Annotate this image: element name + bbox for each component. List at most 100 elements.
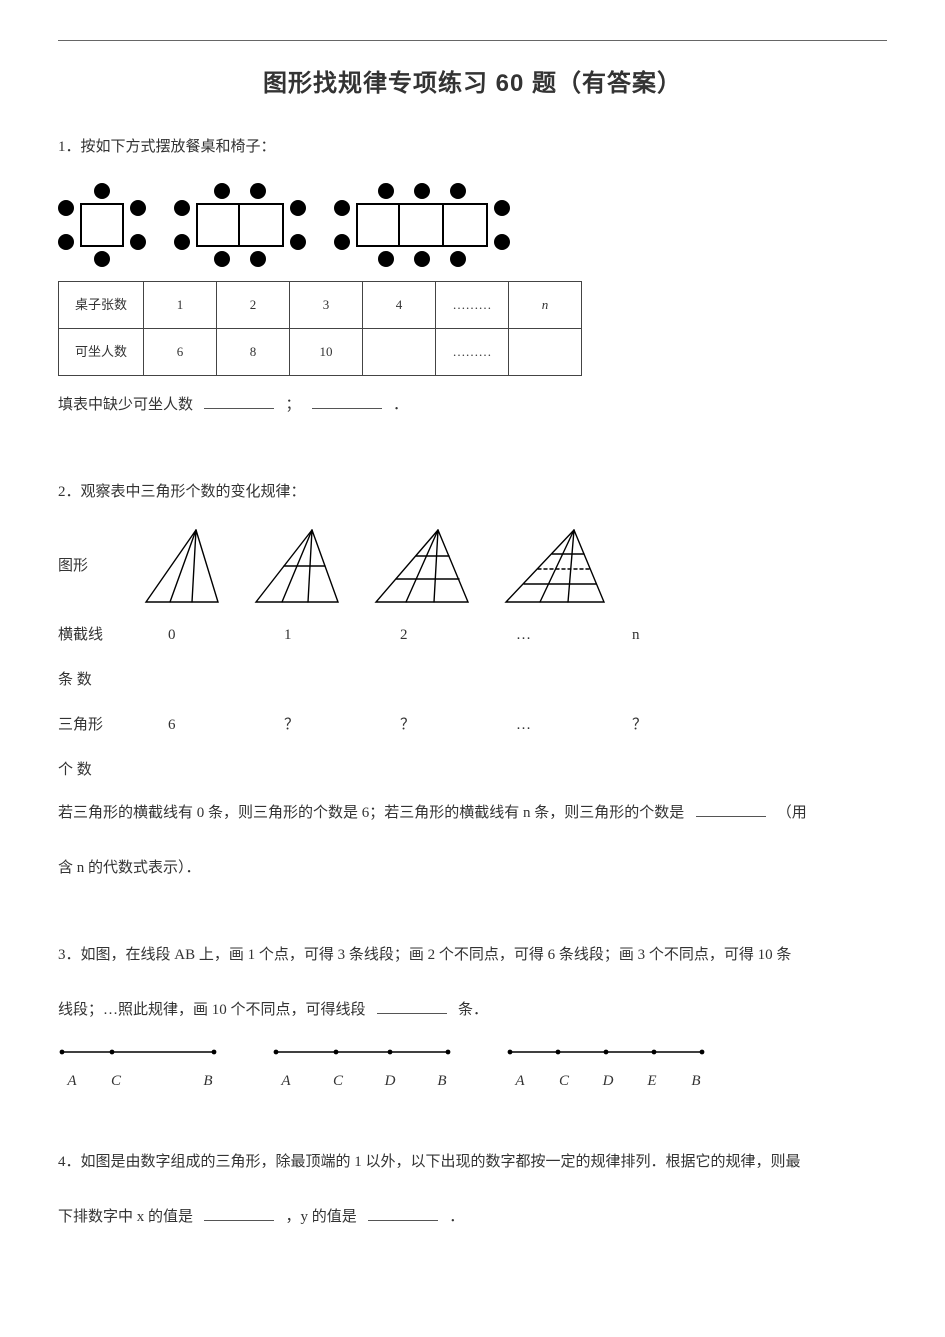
q4-line2: 下排数字中 x 的值是 ，y 的值是 ． — [58, 1198, 887, 1237]
q2-lines-cell: 1 — [284, 616, 344, 655]
q2-tri-cell: ？ — [632, 706, 692, 745]
chair-dot — [130, 234, 146, 250]
chair-dot — [290, 200, 306, 216]
point-label: B — [684, 1062, 708, 1101]
chair-dot — [378, 183, 394, 199]
q2-tail-2: （用 — [777, 805, 807, 821]
chair-dot — [174, 200, 190, 216]
q2-tail-1: 若三角形的横截线有 0 条，则三角形的个数是 6；若三角形的横截线有 n 条，则… — [58, 805, 684, 821]
q2-fig-label: 图形 — [58, 547, 112, 586]
q2-lines-row: 横截线 0 1 2 … n — [58, 616, 887, 655]
q1-unit-2-bottom-dots — [214, 251, 266, 267]
q2-tri-cell: ？ — [284, 706, 344, 745]
point-label: A — [274, 1062, 298, 1101]
q1-unit-2-center — [196, 183, 284, 267]
chair-dot — [334, 200, 350, 216]
q4-line2b: ，y 的值是 — [286, 1209, 357, 1225]
chair-dot — [130, 200, 146, 216]
point-label: D — [378, 1062, 402, 1101]
q3-line2a: 线段；…照此规律，画 10 个不同点，可得线段 — [58, 1002, 366, 1018]
q2-lines-cell: n — [632, 616, 692, 655]
q1-unit-3-bottom-dots — [378, 251, 466, 267]
q1-cell: 10 — [290, 328, 363, 375]
table-square — [196, 203, 240, 247]
q2-figures: 图形 — [58, 528, 887, 606]
q1-unit-2-right-dots — [290, 200, 306, 250]
q1-unit-2-top-dots — [214, 183, 266, 199]
q1-cell: 8 — [217, 328, 290, 375]
q2-tri-cell: 6 — [168, 706, 228, 745]
q3-seg2-labels: A C D B — [272, 1062, 456, 1101]
q1-data-table: 桌子张数 1 2 3 4 ……… n 可坐人数 6 8 10 ……… — [58, 281, 582, 376]
point-label: A — [60, 1062, 84, 1101]
point-label: C — [104, 1062, 128, 1101]
chair-dot — [378, 251, 394, 267]
chair-dot — [174, 234, 190, 250]
q1-period: ． — [393, 397, 408, 413]
q3-seg1-svg — [58, 1046, 218, 1058]
q1-cell: 4 — [363, 282, 436, 329]
q2-triangle-1 — [252, 528, 342, 606]
q1-unit-3-center — [356, 183, 488, 267]
q3-seg3-labels: A C D E B — [506, 1062, 710, 1101]
q1-row1-label: 桌子张数 — [59, 282, 144, 329]
point-label: C — [552, 1062, 576, 1101]
q1-unit-3 — [334, 183, 510, 267]
q2-count-label: 条 数 — [58, 661, 112, 700]
q4-line2a: 下排数字中 x 的值是 — [58, 1209, 193, 1225]
q2-lines-cell: … — [516, 616, 576, 655]
q2-tri-cell: … — [516, 706, 576, 745]
q2-triangle-0 — [142, 528, 222, 606]
q2-count-row: 条 数 — [58, 661, 887, 700]
page: 图形找规律专项练习 60 题（有答案） 1．按如下方式摆放餐桌和椅子： — [0, 0, 945, 1337]
chair-dot — [94, 251, 110, 267]
q2-tail-3: 含 n 的代数式表示）． — [58, 849, 887, 888]
q1-table-row-2: 可坐人数 6 8 10 ……… — [59, 328, 582, 375]
q4-line2c: ． — [449, 1209, 464, 1225]
page-title: 图形找规律专项练习 60 题（有答案） — [58, 63, 887, 98]
q1-sep: ； — [286, 397, 301, 413]
q1-cell: 2 — [217, 282, 290, 329]
q1-diagram — [58, 183, 887, 267]
q1-cell: 3 — [290, 282, 363, 329]
chair-dot — [494, 200, 510, 216]
q1-cell — [363, 328, 436, 375]
q1-unit-3-left-dots — [334, 200, 350, 250]
blank — [312, 391, 382, 409]
top-rule — [58, 40, 887, 41]
q1-unit-1-right-dots — [130, 200, 146, 250]
table-square — [444, 203, 488, 247]
point-label: C — [326, 1062, 350, 1101]
q3-seg2-svg — [272, 1046, 452, 1058]
chair-dot — [250, 183, 266, 199]
q2-lines-label: 横截线 — [58, 616, 112, 655]
blank — [696, 799, 766, 817]
chair-dot — [414, 251, 430, 267]
q2-tri-row: 三角形 6 ？ ？ … ？ — [58, 706, 887, 745]
q2-n-row: 个 数 — [58, 751, 887, 790]
chair-dot — [450, 183, 466, 199]
q2-triangle-2 — [372, 528, 472, 606]
q1-table-row-1: 桌子张数 1 2 3 4 ……… n — [59, 282, 582, 329]
q3-seg3-svg — [506, 1046, 706, 1058]
q1-unit-1-bottom-dots — [94, 251, 110, 267]
q1-unit-1-left-dots — [58, 200, 74, 250]
chair-dot — [414, 183, 430, 199]
chair-dot — [58, 234, 74, 250]
q3-seg1-labels: A C B — [58, 1062, 222, 1101]
q1-cell: 6 — [144, 328, 217, 375]
q3-segment-1: A C B — [58, 1046, 222, 1101]
q1-cell: n — [509, 282, 582, 329]
q3-figures: A C B A C D B — [58, 1046, 887, 1101]
point-label: B — [430, 1062, 454, 1101]
chair-dot — [58, 200, 74, 216]
q1-unit-3-tables — [356, 203, 488, 247]
table-square — [240, 203, 284, 247]
chair-dot — [334, 234, 350, 250]
table-square — [80, 203, 124, 247]
q3-line1: 3．如图，在线段 AB 上，画 1 个点，可得 3 条线段；画 2 个不同点，可… — [58, 936, 887, 975]
chair-dot — [450, 251, 466, 267]
chair-dot — [214, 251, 230, 267]
blank — [204, 1203, 274, 1221]
chair-dot — [214, 183, 230, 199]
